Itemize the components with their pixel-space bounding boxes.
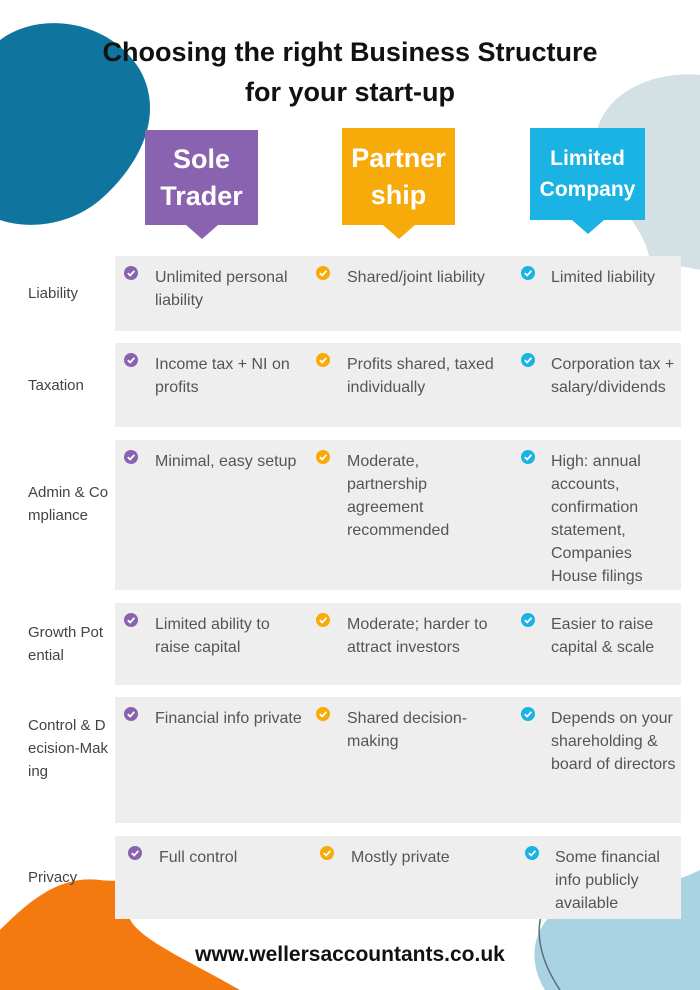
cell-text: Limited liability	[551, 269, 656, 286]
check	[320, 846, 334, 860]
cell-text: Shared/joint liability	[347, 269, 485, 286]
cell-text: Financial info private	[155, 710, 302, 727]
row-background	[115, 343, 681, 427]
check	[124, 613, 138, 627]
header-pointer	[185, 225, 218, 239]
check	[521, 450, 535, 464]
cell-text: Mostly private	[351, 849, 450, 866]
check-icon	[316, 353, 330, 367]
row-background	[115, 836, 681, 919]
check-icon	[521, 450, 535, 464]
check	[521, 353, 535, 367]
check-icon	[316, 266, 330, 280]
check	[521, 613, 535, 627]
check	[316, 613, 330, 627]
cell-text: Unlimited personal liability	[155, 269, 288, 309]
cell-text: Full control	[159, 849, 238, 866]
row-label: Control & Decision-Making	[28, 717, 109, 780]
column-header: Partnership	[342, 128, 455, 225]
column-header: Limited Company	[530, 128, 645, 220]
check-icon	[521, 707, 535, 721]
cell-text: Minimal, easy setup	[155, 453, 297, 470]
header-pointer	[571, 220, 604, 234]
check	[128, 846, 142, 860]
check	[316, 353, 330, 367]
cell-text: Limited ability to raise capital	[155, 616, 270, 656]
check-icon	[525, 846, 539, 860]
title-line: Choosing the right Business Structure	[102, 37, 598, 67]
check	[124, 707, 138, 721]
check-icon	[521, 266, 535, 280]
cell-text: High: annual accounts, confirmation stat…	[551, 453, 643, 585]
check-icon	[128, 846, 142, 860]
check-icon	[124, 707, 138, 721]
title: Choosing the right Business Structure fo…	[0, 32, 700, 112]
check	[316, 450, 330, 464]
check-icon	[316, 450, 330, 464]
check-icon	[124, 353, 138, 367]
check-icon	[124, 613, 138, 627]
cell-text: Moderate, partnership agreement recommen…	[347, 453, 450, 539]
row-label: Privacy	[28, 869, 78, 886]
cell-text: Shared decision-making	[347, 710, 468, 750]
check-icon	[521, 353, 535, 367]
check-icon	[316, 613, 330, 627]
cell-text: Corporation tax + salary/dividends	[551, 356, 675, 396]
check	[316, 707, 330, 721]
title-line: for your start-up	[244, 77, 455, 107]
check	[525, 846, 539, 860]
check-icon	[316, 707, 330, 721]
row-background	[115, 697, 681, 823]
check	[316, 266, 330, 280]
check	[521, 266, 535, 280]
check	[124, 353, 138, 367]
row-label: Taxation	[28, 376, 84, 394]
row-background	[115, 256, 681, 331]
check-icon	[124, 450, 138, 464]
check-icon	[320, 846, 334, 860]
cell-text: Easier to raise capital & scale	[551, 616, 655, 656]
cell-text: Profits shared, taxed individually	[347, 356, 494, 396]
cell-text: Some financial info publicly available	[555, 849, 660, 912]
header-pointer	[382, 225, 415, 239]
check	[521, 707, 535, 721]
row-label: Growth Potential	[28, 624, 104, 664]
row-label: Admin & Compliance	[28, 483, 109, 524]
check	[124, 450, 138, 464]
check-icon	[124, 266, 138, 280]
column-header: Sole Trader	[145, 130, 258, 225]
footer-url: www.wellersaccountants.co.uk	[195, 943, 505, 966]
cell-text: Depends on your shareholding & board of …	[551, 710, 676, 773]
check-icon	[521, 613, 535, 627]
cell-text: Income tax + NI on profits	[155, 356, 290, 396]
row-background	[115, 440, 681, 590]
row-background	[115, 603, 681, 685]
cell-text: Moderate; harder to attract investors	[347, 616, 488, 656]
row-label: Liability	[28, 285, 79, 302]
check	[124, 266, 138, 280]
